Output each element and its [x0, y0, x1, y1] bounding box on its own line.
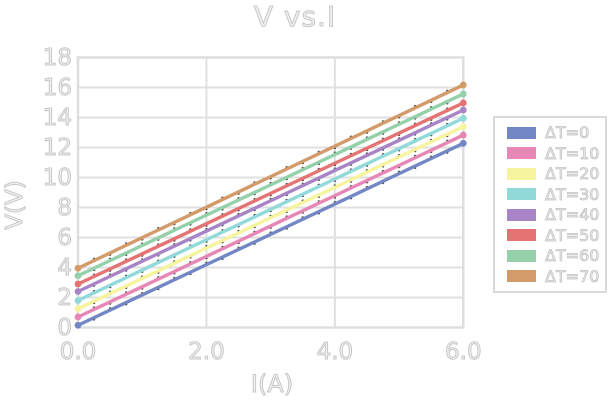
series-endpoint-marker	[74, 313, 82, 321]
legend-swatch	[507, 147, 536, 160]
series-endpoint-marker	[459, 123, 467, 131]
x-tick-label: 6.0	[445, 339, 483, 366]
legend-swatch	[507, 126, 536, 139]
series-line	[76, 124, 465, 311]
series-line	[76, 101, 465, 286]
legend-label: ΔT=20	[545, 164, 600, 184]
y-tick-label: 12	[42, 134, 72, 161]
legend-item: ΔT=10	[507, 143, 603, 163]
series-endpoint-marker	[459, 139, 467, 147]
y-tick-label: 0	[57, 314, 73, 341]
plot-border	[76, 56, 465, 329]
series-endpoint-marker	[74, 321, 82, 329]
series-endpoint-marker	[74, 264, 82, 272]
legend-box: ΔT=0 ΔT=10 ΔT=20 ΔT=30 ΔT=40 ΔT=50 ΔT=60 ΔT=70	[493, 116, 607, 293]
y-tick-label: 10	[42, 164, 72, 191]
y-tick-label: 6	[57, 224, 73, 251]
series-line	[76, 108, 465, 294]
legend-label: ΔT=0	[545, 123, 590, 143]
series-endpoint-marker	[459, 81, 467, 89]
legend-swatch	[507, 229, 536, 242]
legend-label: ΔT=60	[545, 246, 600, 266]
chart-title: V vs.I	[253, 0, 337, 34]
x-tick-label: 2.0	[188, 339, 226, 366]
series-endpoint-marker	[459, 90, 467, 98]
legend-item: ΔT=70	[507, 266, 603, 286]
legend-item: ΔT=20	[507, 164, 603, 184]
series-endpoint-marker	[459, 114, 467, 122]
series-endpoint-marker	[74, 305, 82, 313]
legend-swatch	[507, 167, 536, 180]
y-tick-label: 4	[57, 254, 73, 281]
series-line	[76, 116, 465, 303]
legend-item: ΔT=0	[507, 123, 603, 143]
y-tick-label: 2	[57, 284, 73, 311]
legend-item: ΔT=30	[507, 184, 603, 204]
series-endpoint-marker	[459, 106, 467, 114]
series-line	[76, 133, 465, 319]
legend-item: ΔT=50	[507, 225, 603, 245]
legend-swatch	[507, 188, 536, 201]
y-tick-label: 8	[57, 194, 73, 221]
y-tick-label: 18	[42, 44, 72, 71]
series-endpoint-marker	[74, 280, 82, 288]
legend-label: ΔT=70	[545, 266, 600, 286]
legend-label: ΔT=10	[545, 143, 600, 163]
y-tick-label: 14	[42, 104, 72, 131]
series-endpoint-marker	[459, 99, 467, 107]
series-line	[76, 92, 465, 278]
legend-item: ΔT=60	[507, 246, 603, 266]
legend-swatch	[507, 249, 536, 262]
series-line	[76, 141, 465, 327]
legend-swatch	[507, 208, 536, 221]
series-endpoint-marker	[459, 131, 467, 139]
series-line	[76, 83, 465, 270]
x-tick-label: 4.0	[316, 339, 354, 366]
series-endpoint-marker	[74, 288, 82, 295]
legend-item: ΔT=40	[507, 205, 603, 225]
series-endpoint-marker	[74, 297, 82, 304]
y-tick-label: 16	[42, 74, 72, 101]
legend-label: ΔT=40	[545, 205, 600, 225]
series-endpoint-marker	[74, 272, 82, 280]
legend-label: ΔT=30	[545, 184, 600, 204]
legend-swatch	[507, 270, 536, 283]
x-tick-label: 0.0	[59, 339, 97, 366]
legend-label: ΔT=50	[545, 225, 600, 245]
x-axis-label: I(A)	[250, 370, 294, 399]
